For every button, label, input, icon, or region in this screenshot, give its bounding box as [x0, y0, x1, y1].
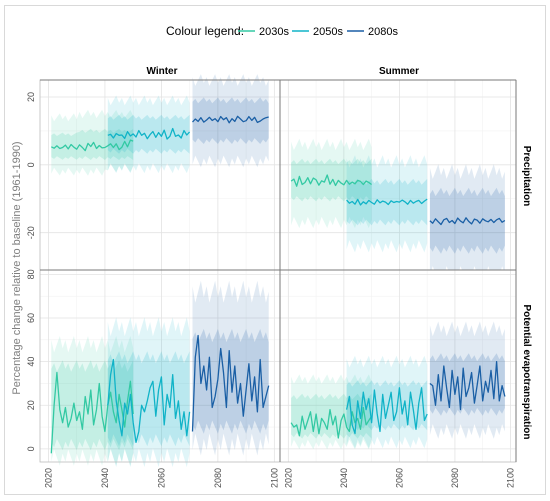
panel-background	[280, 80, 516, 270]
band-inner-2030s	[291, 158, 372, 202]
panel-0: -20 0 20	[26, 74, 280, 270]
panels: -20 0 20 0 20 40 60 80	[26, 74, 517, 468]
legend-label-2050s: 2050s	[313, 26, 343, 38]
band-inner-2080s	[429, 187, 505, 254]
series-line-2080s	[191, 334, 270, 432]
series-line-2050s	[346, 198, 428, 206]
x-tick-label: 2060	[394, 468, 404, 488]
legend: Colour legend: 2030s 2050s 2080s	[166, 24, 398, 38]
panel-2: 0 20 40 60 80	[26, 269, 280, 468]
band-outer-2030s	[51, 109, 134, 176]
band-inner-2080s	[429, 353, 505, 416]
x-tick-label: 2020	[43, 468, 53, 488]
band-outer-2080s	[429, 164, 505, 281]
figure-border	[4, 5, 546, 495]
band-inner-2050s	[346, 178, 428, 226]
legend-title: Colour legend:	[166, 24, 244, 38]
panel-background	[40, 270, 280, 462]
strip-precipitation: Precipitation	[521, 146, 532, 207]
y-tick-label: -20	[26, 226, 36, 239]
panel-1	[280, 80, 516, 281]
x-tick-label: 2100	[269, 468, 279, 488]
y-tick-label: 20	[26, 400, 36, 410]
strip-summer: Summer	[379, 66, 419, 77]
band-outer-2080s	[429, 321, 505, 439]
series-line-2030s	[51, 139, 134, 152]
y-tick-label: 20	[26, 92, 36, 102]
band-outer-2050s	[346, 355, 428, 449]
strip-evapotranspiration: Potential evapotranspiration	[521, 304, 532, 439]
band-inner-2080s	[192, 328, 269, 434]
legend-label-2080s: 2080s	[368, 26, 398, 38]
y-tick-label: 0	[26, 162, 36, 167]
x-tick-label: 2060	[156, 468, 166, 488]
series-line-2030s	[50, 371, 134, 454]
series-line-2050s	[107, 358, 191, 444]
strip-winter: Winter	[146, 66, 177, 77]
band-outer-2050s	[107, 95, 190, 174]
series-line-2030s	[290, 406, 373, 439]
y-tick-label: 80	[26, 269, 36, 279]
series-line-2050s	[107, 127, 191, 140]
series-line-2080s	[429, 360, 506, 411]
y-tick-label: 60	[26, 313, 36, 323]
band-outer-2030s	[291, 138, 372, 229]
x-tick-label: 2040	[339, 468, 349, 488]
x-tick-label: 2080	[450, 468, 460, 488]
series-line-2080s	[192, 115, 269, 124]
y-tick-label: 40	[26, 357, 36, 367]
y-tick-label: 0	[26, 446, 36, 451]
band-inner-2050s	[107, 114, 190, 154]
band-outer-2030s	[291, 374, 372, 450]
legend-label-2030s: 2030s	[259, 26, 289, 38]
series-line-2080s	[429, 217, 506, 226]
x-tick-label: 2080	[213, 468, 223, 488]
x-tick-label: 2040	[100, 468, 110, 488]
series-line-2050s	[345, 387, 428, 435]
x-tick-label: 2020	[283, 468, 293, 488]
band-inner-2050s	[107, 351, 190, 447]
x-axis-ticks: 2020 2040 2060 2080 2100 2020 2040 2060 2080 2100	[43, 468, 515, 488]
series-line-2030s	[290, 174, 372, 187]
y-axis-label: Percentage change relative to baseline (…	[11, 141, 23, 394]
panel-3	[280, 270, 516, 462]
x-tick-label: 2100	[505, 468, 515, 488]
panel-background	[40, 80, 280, 270]
